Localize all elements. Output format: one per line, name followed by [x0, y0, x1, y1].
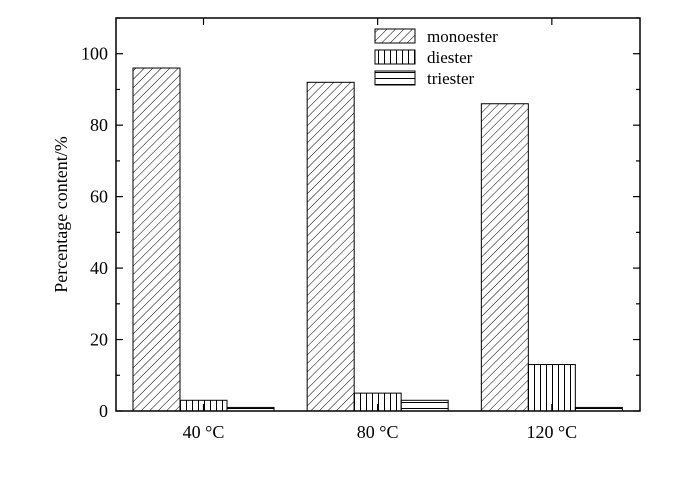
y-tick-label: 0: [99, 401, 108, 421]
bar-triester-1: [400, 399, 449, 412]
x-tick-label: 120 °C: [526, 422, 577, 442]
legend-swatch-triester: [374, 70, 416, 86]
legend-label-diester: diester: [427, 48, 473, 67]
y-tick-label: 20: [90, 330, 108, 350]
y-axis-label: Percentage content/%: [51, 136, 71, 292]
legend: monoester diester triester: [374, 27, 498, 88]
bar-monoester-2: [480, 103, 529, 412]
y-axis-ticks: 0 20 40 60 80 100: [81, 17, 640, 421]
x-axis-ticks: 40 °C 80 °C 120 °C: [183, 18, 577, 442]
bars-group: [132, 67, 623, 412]
legend-label-triester: triester: [427, 69, 475, 88]
y-tick-label: 100: [81, 44, 108, 64]
bar-monoester-0: [132, 67, 181, 412]
legend-label-monoester: monoester: [427, 27, 498, 46]
y-tick-label: 60: [90, 187, 108, 207]
legend-swatch-monoester: [374, 28, 416, 44]
legend-swatch-diester: [374, 49, 416, 65]
bar-diester-2: [527, 364, 576, 412]
bar-monoester-1: [306, 81, 355, 412]
y-tick-label: 80: [90, 115, 108, 135]
x-tick-label: 80 °C: [357, 422, 399, 442]
x-tick-label: 40 °C: [183, 422, 225, 442]
y-tick-label: 40: [90, 258, 108, 278]
